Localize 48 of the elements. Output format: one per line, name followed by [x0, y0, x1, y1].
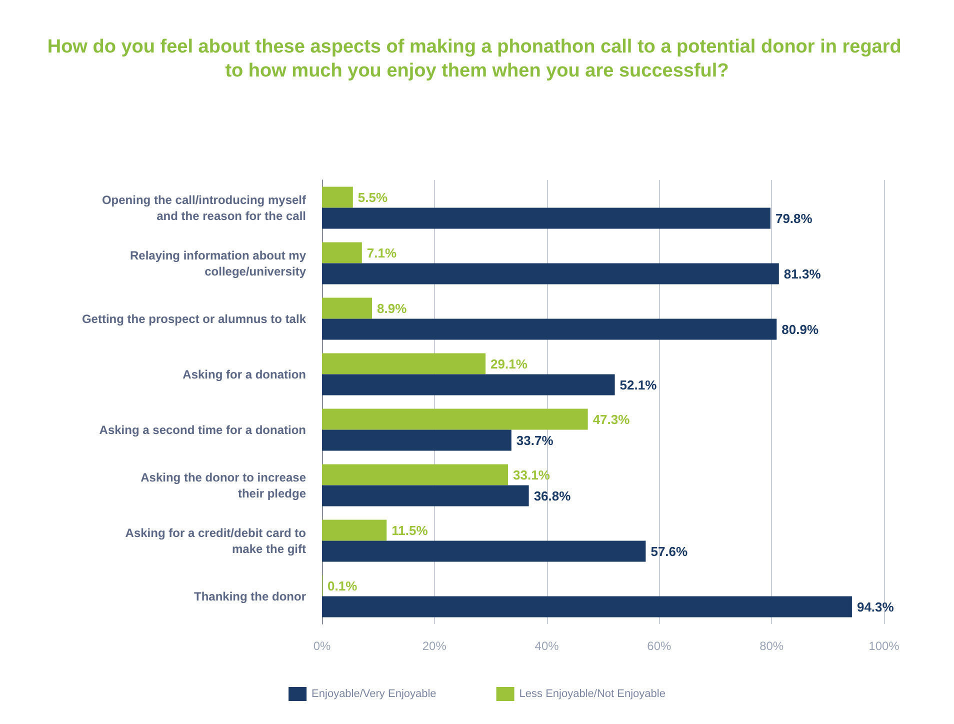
bar — [322, 263, 779, 284]
x-tick-label: 100% — [868, 639, 900, 653]
data-label: 80.9% — [782, 322, 819, 337]
legend-label: Enjoyable/Very Enjoyable — [312, 688, 436, 700]
data-label: 57.6% — [650, 544, 688, 559]
bar — [322, 186, 353, 208]
x-tick-label: 20% — [422, 639, 447, 653]
data-label: 5.5% — [358, 190, 388, 205]
data-label: 0.1% — [328, 578, 358, 594]
y-tick-label: Thanking the donor — [194, 589, 306, 604]
bar — [322, 430, 512, 451]
y-tick-label: Asking for a donation — [182, 367, 306, 382]
y-tick-label: Asking the donor to increase their pledge — [140, 470, 306, 500]
bar — [322, 374, 615, 396]
y-tick-label: Opening the call/introducing myself and the reason for the call — [102, 192, 307, 223]
bar — [322, 485, 529, 506]
data-label: 29.1% — [490, 356, 528, 372]
bar — [322, 520, 387, 541]
chart-title: How do you feel about these aspects of making a phonathon call to a potential donor in regard to how much you enjoy them when you are successful? — [47, 36, 907, 82]
bar — [322, 464, 508, 486]
bar — [322, 353, 486, 374]
legend-label: Less Enjoyable/Not Enjoyable — [519, 688, 666, 700]
data-label: 33.7% — [516, 432, 554, 448]
x-tick-label: 80% — [760, 639, 784, 653]
bar — [322, 408, 588, 430]
x-tick-label: 0% — [313, 639, 331, 653]
data-label: 81.3% — [784, 266, 822, 282]
y-tick-label: Asking a second time for a donation — [99, 422, 306, 437]
y-tick-label: Relaying information about my college/university — [130, 248, 306, 278]
data-label: 8.9% — [377, 300, 408, 316]
data-label: 79.8% — [775, 210, 813, 226]
y-tick-label: Getting the prospect or alumnus to talk — [82, 312, 306, 326]
data-label: 7.1% — [366, 245, 397, 260]
bar — [322, 540, 646, 562]
data-label: 36.8% — [534, 488, 572, 504]
x-tick-label: 60% — [647, 639, 672, 653]
bar — [322, 596, 852, 618]
x-tick-label: 40% — [534, 639, 560, 653]
data-label: 94.3% — [856, 599, 894, 614]
data-label: 11.5% — [392, 522, 428, 538]
bar — [322, 208, 770, 229]
bar — [322, 318, 777, 340]
bar — [322, 242, 362, 264]
data-label: 52.1% — [620, 377, 658, 392]
data-label: 47.3% — [592, 412, 630, 427]
data-label: 33.1% — [513, 467, 550, 482]
bar — [322, 298, 372, 319]
y-tick-label: Asking for a credit/debit card to make the gift — [125, 526, 306, 556]
